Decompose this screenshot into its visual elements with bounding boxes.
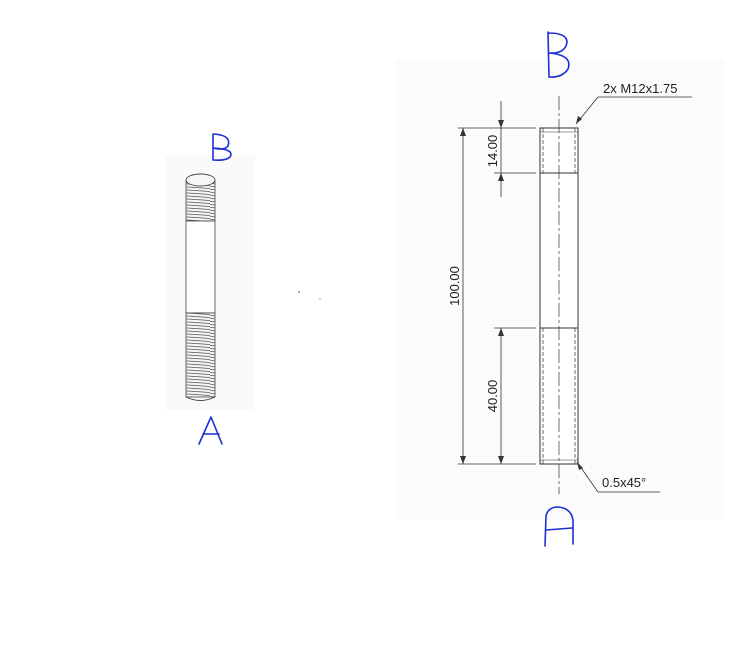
chamfer-callout-leader (576, 461, 660, 493)
isometric-stud-view (185, 173, 216, 401)
thread-callout-leader (575, 96, 692, 125)
dim-top-thread (494, 101, 536, 197)
thread-leader-arrow (576, 116, 582, 124)
iso-top-thread (185, 180, 216, 222)
speck (319, 298, 321, 300)
iso-bottom-edge (185, 396, 216, 401)
iso-top-face (185, 173, 216, 187)
speck (298, 291, 300, 293)
ortho-label-a (544, 506, 574, 547)
dim-bottom-text: 40.00 (485, 380, 500, 413)
iso-label-a: A (198, 416, 223, 445)
thread-callout-text: 2x M12x1.75 (603, 81, 677, 96)
iso-label-b: B (212, 133, 232, 161)
ortho-label-b (547, 31, 570, 78)
chamfer-leader-arrow (577, 462, 583, 470)
orthographic-stud-view (539, 96, 579, 494)
dim-overall (458, 127, 536, 465)
iso-plain-shank (185, 220, 216, 314)
dim-top-text: 14.00 (485, 135, 500, 168)
dim-bottom-thread (494, 327, 536, 464)
chamfer-callout-text: 0.5x45° (602, 475, 646, 490)
dim-overall-text: 100.00 (447, 266, 462, 306)
iso-bottom-thread (185, 312, 216, 398)
